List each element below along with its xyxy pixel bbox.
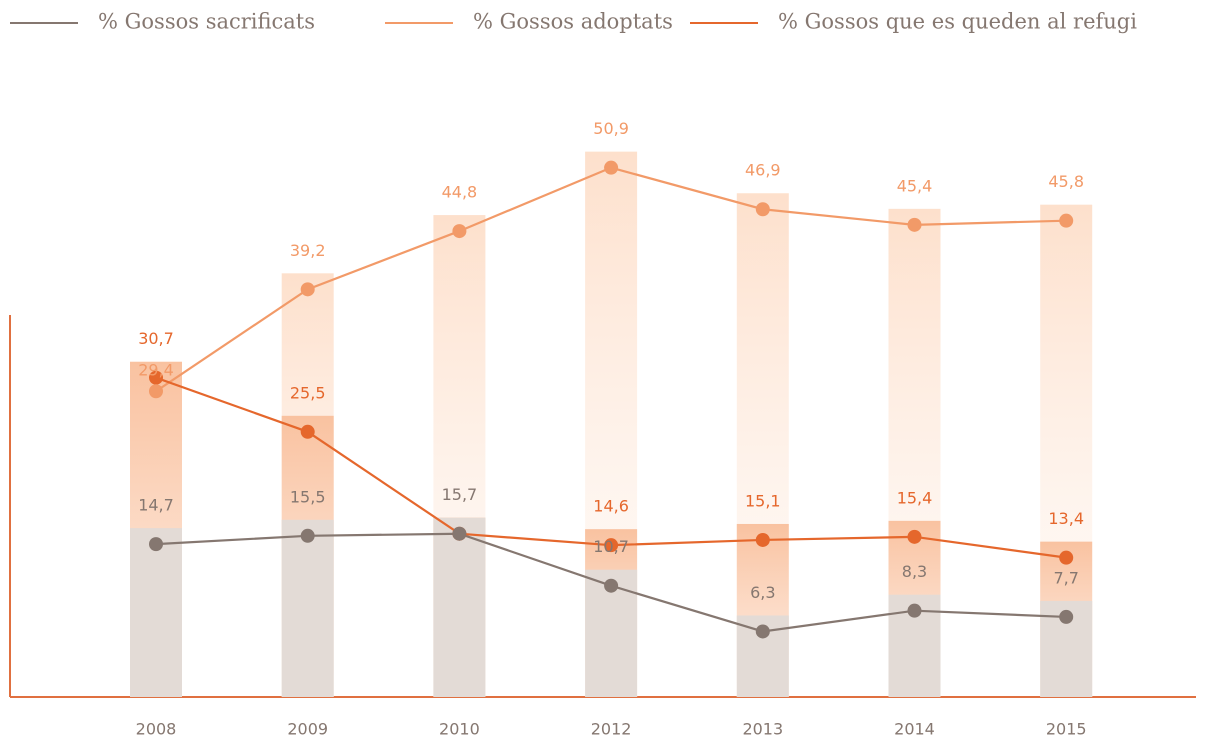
data-point — [452, 224, 467, 239]
data-point — [149, 370, 163, 385]
data-point — [907, 529, 922, 544]
data-point — [907, 217, 922, 232]
legend-label: % Gossos que es queden al refugi — [778, 10, 1137, 34]
x-tick-label: 2014 — [894, 720, 935, 739]
bar — [433, 517, 486, 697]
data-label: 25,5 — [290, 383, 326, 402]
data-point — [1059, 213, 1074, 228]
data-point — [907, 603, 922, 618]
data-label: 29,4 — [138, 361, 174, 380]
data-label: 46,9 — [745, 161, 781, 180]
data-point — [149, 537, 163, 552]
data-label: 15,1 — [745, 491, 781, 510]
data-label: 30,7 — [138, 329, 174, 348]
data-label: 8,3 — [902, 562, 927, 581]
data-label: 14,6 — [593, 497, 629, 516]
data-label: 44,8 — [442, 183, 478, 202]
bar — [130, 528, 182, 697]
data-point — [300, 528, 315, 543]
data-label: 13,4 — [1048, 509, 1084, 528]
data-label: 50,9 — [593, 119, 629, 138]
data-point — [604, 538, 619, 553]
data-point — [755, 624, 770, 639]
x-tick-label: 2010 — [439, 720, 480, 739]
bar — [281, 519, 334, 697]
data-label: 6,3 — [750, 583, 775, 602]
data-point — [300, 424, 315, 439]
data-point — [755, 202, 770, 217]
data-point — [604, 160, 619, 175]
data-label: 7,7 — [1053, 568, 1078, 587]
data-label: 10,7 — [593, 537, 629, 556]
data-label: 14,7 — [138, 496, 174, 515]
data-point — [1059, 609, 1074, 624]
data-point — [452, 526, 467, 541]
data-label: 45,8 — [1048, 172, 1084, 191]
x-tick-label: 2012 — [591, 720, 632, 739]
data-label: 15,4 — [897, 488, 933, 507]
data-label: 15,5 — [290, 487, 326, 506]
data-label: 45,4 — [897, 176, 933, 195]
data-label: 15,7 — [442, 485, 478, 504]
x-tick-label: 2013 — [742, 720, 783, 739]
x-tick-label: 2008 — [136, 720, 177, 739]
data-point — [755, 532, 770, 547]
data-point — [300, 282, 315, 297]
x-tick-label: 2009 — [287, 720, 328, 739]
legend-label: % Gossos sacrificats — [98, 10, 315, 34]
data-point — [1059, 550, 1074, 565]
legend-label: % Gossos adoptats — [473, 10, 673, 34]
data-point — [149, 384, 163, 399]
data-point — [604, 578, 619, 593]
data-label: 39,2 — [290, 241, 326, 260]
x-tick-label: 2015 — [1046, 720, 1087, 739]
